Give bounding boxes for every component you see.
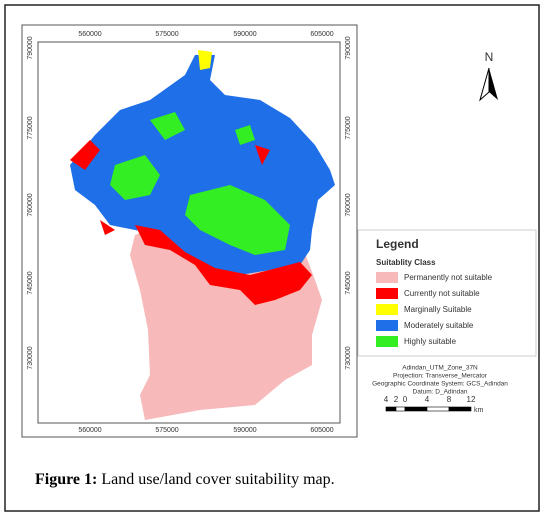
legend-subtitle: Suitablity Class: [376, 258, 436, 267]
right-coord-label: 775000: [345, 116, 352, 139]
legend-items: Permanently not suitable Currently not su…: [376, 272, 493, 347]
north-arrow: N: [479, 50, 498, 102]
bottom-coord-label: 575000: [155, 427, 178, 434]
legend-label: Highly suitable: [404, 337, 457, 346]
scale-segment: [395, 406, 406, 412]
scale-unit: km: [474, 407, 484, 414]
top-coord-label: 605000: [310, 31, 333, 38]
caption-text: Land use/land cover suitability map.: [101, 471, 334, 488]
scale-segment: [448, 406, 472, 412]
legend-label: Currently not suitable: [404, 289, 480, 298]
right-coord-label: 745000: [345, 271, 352, 294]
legend-swatch: [376, 288, 398, 299]
legend-swatch: [376, 272, 398, 283]
left-coord-label: 775000: [27, 116, 34, 139]
right-coord-label: 730000: [345, 346, 352, 369]
legend-swatch: [376, 304, 398, 315]
highly-suitable-area: [110, 112, 290, 255]
marginally-suitable-area: [198, 50, 212, 70]
top-coord-label: 575000: [155, 31, 178, 38]
projection-line: Geographic Coordinate System: GCS_Adinda…: [372, 381, 508, 388]
legend-label: Marginally Suitable: [404, 305, 472, 314]
left-coord-label: 790000: [27, 36, 34, 59]
legend-swatch: [376, 320, 398, 331]
bottom-coord-label: 560000: [78, 427, 101, 434]
scale-segment: [426, 406, 450, 412]
north-label: N: [485, 50, 494, 64]
scale-label: 12: [467, 395, 476, 404]
legend-swatch: [376, 336, 398, 347]
figure-border: [4, 4, 540, 512]
projection-line: Projection: Transverse_Mercator: [393, 373, 488, 380]
legend-title: Legend: [376, 237, 419, 251]
north-arrow-right: [489, 68, 498, 100]
scale-segment: [385, 406, 397, 412]
moderately-suitable-area: [70, 55, 335, 275]
bottom-coord-label: 605000: [310, 427, 333, 434]
scale-segment: [404, 406, 428, 412]
scale-label: 0: [403, 395, 408, 404]
left-coord-label: 760000: [27, 193, 34, 216]
currently-not-suitable-area: [135, 225, 312, 305]
north-arrow-left: [479, 67, 490, 102]
currently-not-suitable-patches: [70, 140, 270, 235]
scale-label: 2: [394, 395, 399, 404]
scale-label: 4: [425, 395, 430, 404]
top-coord-label: 590000: [233, 31, 256, 38]
right-coord-label: 790000: [345, 36, 352, 59]
right-coord-label: 760000: [345, 193, 352, 216]
legend-label: Moderately suitable: [404, 321, 474, 330]
land-map: [70, 50, 335, 420]
map-outer-frame: [21, 24, 358, 438]
projection-line: Datum: D_Adindan: [413, 389, 468, 396]
caption: Figure 1: Land use/land cover suitabilit…: [35, 471, 335, 488]
caption-label: Figure 1:: [35, 471, 97, 488]
left-coord-label: 730000: [27, 346, 34, 369]
left-coord-label: 745000: [27, 271, 34, 294]
bottom-coord-label: 590000: [233, 427, 256, 434]
scale-label: 8: [447, 395, 452, 404]
scale-label: 4: [384, 395, 389, 404]
coordinate-labels: 560000 575000 590000 605000 560000 575000 5900…: [27, 31, 352, 434]
projection-line: Adindan_UTM_Zone_37N: [402, 365, 478, 372]
legend-label: Permanently not suitable: [404, 273, 493, 282]
top-coord-label: 560000: [78, 31, 101, 38]
map-inner-frame: [37, 41, 341, 424]
